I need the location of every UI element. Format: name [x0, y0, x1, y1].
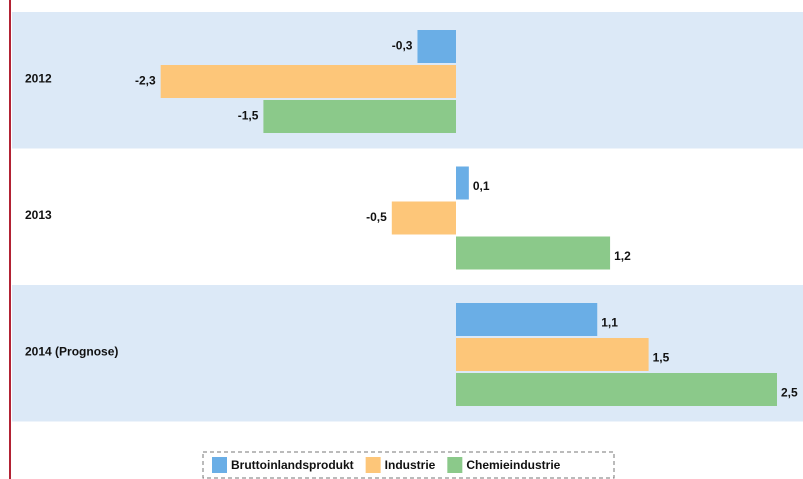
- category-label: 2013: [25, 208, 52, 222]
- legend-label: Industrie: [385, 458, 436, 472]
- value-label: 1,1: [601, 316, 618, 330]
- value-label: 2,5: [781, 386, 798, 400]
- legend-swatch: [365, 457, 381, 473]
- bar: [160, 65, 456, 98]
- bar: [456, 166, 469, 200]
- value-label: 0,1: [473, 179, 490, 193]
- value-label: -2,3: [135, 74, 156, 88]
- bar: [263, 100, 456, 133]
- bar: [456, 236, 611, 270]
- bar: [417, 30, 456, 63]
- bar: [456, 373, 777, 406]
- legend-swatch: [212, 457, 227, 473]
- legend-box: [202, 451, 615, 479]
- legend-label: Bruttoinlandsprodukt: [231, 458, 354, 472]
- value-label: 1,5: [653, 351, 670, 365]
- bar: [456, 303, 598, 336]
- category-label: 2014 (Prognose): [25, 344, 118, 358]
- category-label: 2012: [25, 71, 52, 85]
- value-label: 1,2: [614, 249, 631, 263]
- legend-swatch: [447, 457, 463, 473]
- value-label: -0,3: [392, 39, 413, 53]
- value-label: -1,5: [238, 109, 259, 123]
- bar: [456, 338, 649, 371]
- legend-label: Chemieindustrie: [466, 458, 560, 472]
- value-label: -0,5: [366, 210, 387, 224]
- bar: [391, 201, 456, 235]
